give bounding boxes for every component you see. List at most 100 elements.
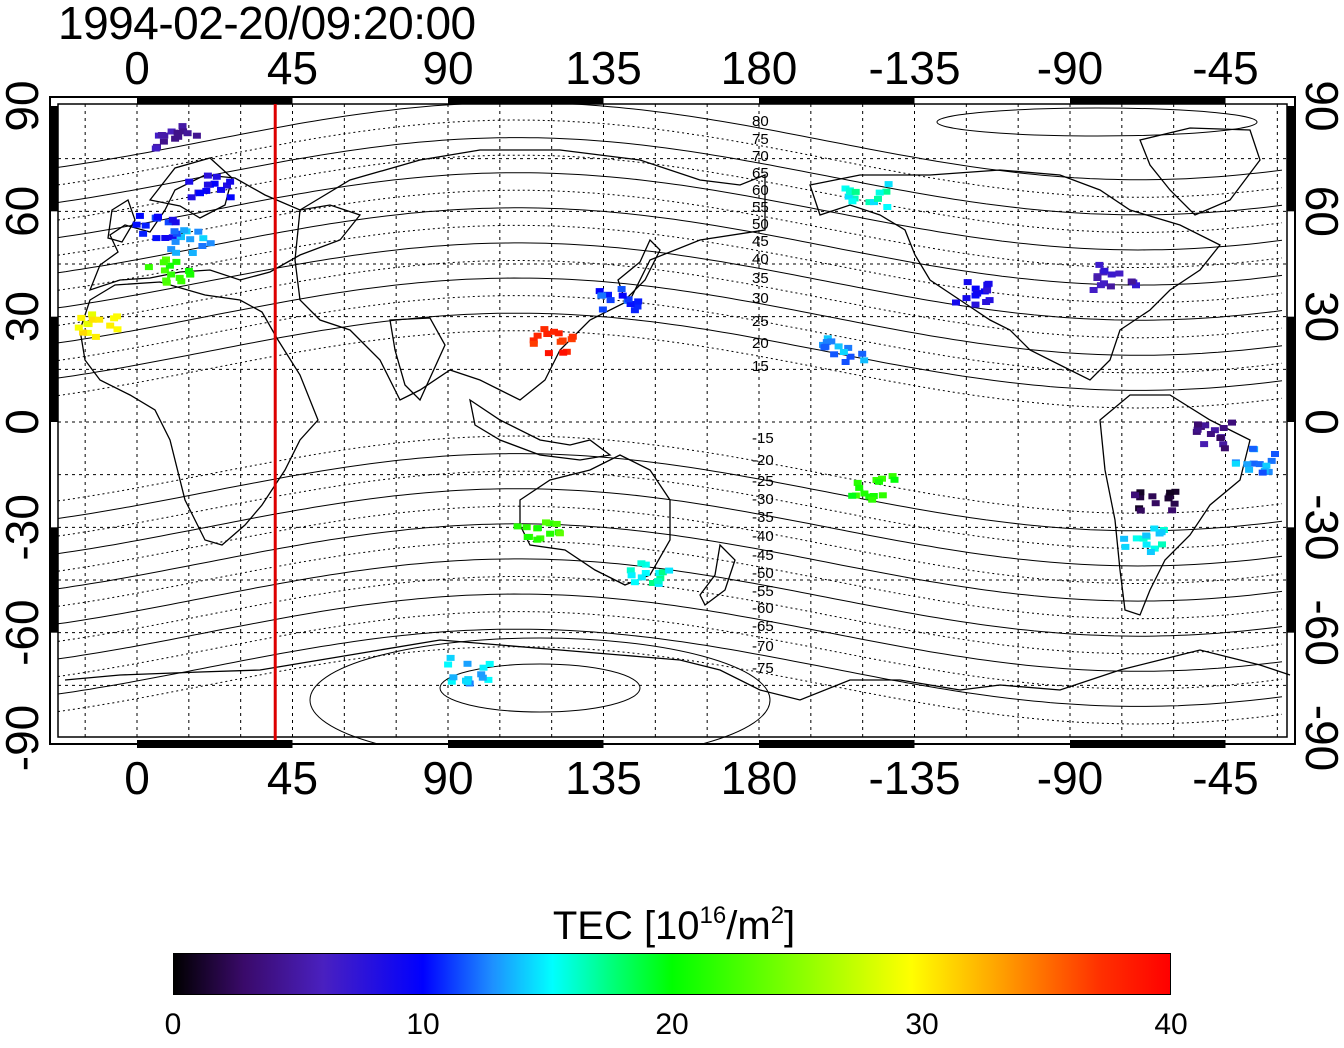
tec-observation-marker bbox=[83, 320, 92, 327]
tec-observation-marker bbox=[139, 230, 148, 237]
tec-observation-marker bbox=[1136, 507, 1145, 514]
left-axis-bar bbox=[50, 527, 58, 633]
tec-observation-marker bbox=[595, 288, 604, 295]
tec-observation-marker bbox=[654, 578, 663, 585]
top-longitude-label: 0 bbox=[124, 42, 150, 94]
tec-observation-marker bbox=[618, 292, 627, 299]
tec-observation-marker bbox=[183, 130, 192, 137]
right-axis-bar bbox=[1287, 316, 1295, 422]
coastlines bbox=[64, 127, 1291, 701]
tec-observation-marker bbox=[821, 343, 830, 350]
magnetic-contour bbox=[57, 628, 1283, 707]
top-axis-bar bbox=[448, 96, 604, 104]
tec-observation-marker bbox=[559, 349, 568, 356]
tec-observation-marker bbox=[846, 353, 855, 360]
tec-observation-marker bbox=[1170, 500, 1179, 507]
tec-observation-marker bbox=[1127, 278, 1136, 285]
tec-observation-marker bbox=[544, 350, 553, 357]
tec-observation-marker bbox=[630, 307, 639, 314]
tec-observation-marker bbox=[144, 264, 153, 271]
magnetic-latitude-label: -45 bbox=[752, 547, 774, 564]
magnetic-contour bbox=[57, 172, 1283, 251]
tec-observation-marker bbox=[113, 313, 122, 320]
magnetic-latitude-label: 70 bbox=[752, 148, 769, 165]
tec-observation-marker bbox=[878, 492, 887, 499]
tec-observation-marker bbox=[91, 333, 100, 340]
greenland-coastline bbox=[1139, 127, 1261, 216]
colorbar bbox=[173, 953, 1171, 995]
tec-observation-marker bbox=[167, 128, 176, 135]
bottom-longitude-label: 0 bbox=[124, 752, 150, 804]
bottom-longitude-label: -135 bbox=[868, 752, 960, 804]
tec-observation-marker bbox=[95, 316, 104, 323]
magnetic-contour bbox=[57, 611, 1283, 690]
tec-observation-marker bbox=[88, 311, 97, 318]
antarctica-coastline bbox=[64, 639, 1291, 701]
tec-observation-marker bbox=[447, 678, 456, 685]
tec-observation-marker bbox=[971, 301, 980, 308]
magnetic-latitude-label: -55 bbox=[752, 583, 774, 600]
tec-observation-marker bbox=[982, 299, 991, 305]
tec-observation-marker bbox=[658, 569, 667, 576]
tec-observation-marker bbox=[174, 133, 183, 140]
tec-observation-marker bbox=[83, 329, 92, 336]
tec-observation-marker bbox=[1095, 261, 1104, 268]
magnetic-contour bbox=[57, 224, 1283, 304]
right-latitude-label: -90 bbox=[1296, 705, 1344, 771]
tec-observation-marker bbox=[106, 322, 115, 329]
tec-observation-marker bbox=[568, 333, 577, 340]
top-axis-bar bbox=[1070, 96, 1226, 104]
tec-observation-marker bbox=[890, 476, 899, 483]
tec-observation-marker bbox=[185, 178, 194, 185]
tec-observation-marker bbox=[841, 185, 850, 192]
bottom-longitude-label: 180 bbox=[721, 752, 798, 804]
tec-observation-marker bbox=[546, 530, 555, 537]
tec-observation-marker bbox=[1150, 525, 1159, 532]
tec-observation-marker bbox=[1243, 461, 1252, 468]
colorbar-tick-30: 30 bbox=[905, 1008, 939, 1041]
tec-observation-marker bbox=[882, 188, 891, 195]
tec-observation-marker bbox=[554, 330, 563, 337]
tec-observation-marker bbox=[1248, 445, 1257, 452]
tec-observation-marker bbox=[827, 338, 836, 345]
magnetic-latitude-label: -35 bbox=[752, 509, 774, 526]
tec-observation-marker bbox=[1151, 500, 1160, 507]
tec-observation-marker bbox=[963, 279, 972, 286]
tec-observation-marker bbox=[841, 359, 850, 365]
tec-observation-marker bbox=[1136, 494, 1145, 501]
tec-observation-marker bbox=[173, 129, 182, 136]
tec-observation-marker bbox=[1120, 535, 1129, 542]
tec-observation-marker bbox=[858, 350, 867, 357]
bottom-longitude-label: 90 bbox=[422, 752, 473, 804]
right-latitude-label: 90 bbox=[1296, 80, 1344, 131]
magnetic-latitude-label: -60 bbox=[752, 600, 774, 617]
magnetic-latitude-label: 65 bbox=[752, 165, 769, 182]
left-latitude-label: -90 bbox=[0, 705, 48, 771]
africa-coastline bbox=[79, 281, 319, 546]
tec-observation-marker bbox=[846, 189, 855, 196]
south-america-coastline bbox=[1099, 394, 1251, 616]
tec-observation-marker bbox=[194, 228, 203, 235]
magnetic-contour bbox=[57, 540, 1283, 620]
tec-observation-marker bbox=[830, 351, 839, 358]
magnetic-contour bbox=[57, 154, 1283, 233]
top-longitude-label: 90 bbox=[422, 42, 473, 94]
magnetic-contour bbox=[57, 260, 1283, 339]
bottom-longitude-label: -45 bbox=[1192, 752, 1258, 804]
tec-observation-marker bbox=[870, 199, 878, 206]
tec-observation-marker bbox=[88, 316, 97, 323]
bottom-axis-bar bbox=[137, 740, 293, 748]
top-longitude-label: -135 bbox=[868, 42, 960, 94]
bottom-longitude-label: 45 bbox=[267, 752, 318, 804]
tec-observation-marker bbox=[463, 660, 472, 667]
tec-observation-marker bbox=[186, 236, 195, 243]
right-latitude-label: -30 bbox=[1296, 494, 1344, 560]
tec-observation-marker bbox=[848, 198, 857, 205]
map-timestamp: 1994-02-20/09:20:00 bbox=[58, 0, 476, 49]
tec-observation-marker bbox=[962, 295, 971, 302]
tec-observation-marker bbox=[844, 344, 853, 351]
magnetic-latitude-label: -75 bbox=[752, 660, 774, 677]
tec-observation-marker bbox=[522, 524, 531, 531]
tec-observation-marker bbox=[604, 291, 612, 298]
tec-observation-marker bbox=[834, 343, 843, 350]
